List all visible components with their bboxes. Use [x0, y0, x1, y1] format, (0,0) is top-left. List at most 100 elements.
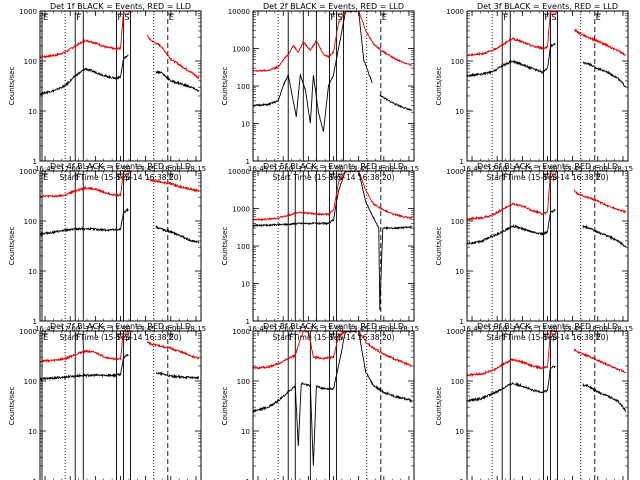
- y-tick-label: 1000: [19, 328, 37, 336]
- y-axis-label: Counts/sec: [8, 227, 16, 266]
- event-marker-label: F: [76, 13, 81, 22]
- event-marker-label: E: [169, 13, 174, 22]
- chart-title: Det 6f BLACK = Events, RED = LLD: [477, 162, 618, 171]
- x-tick-label: 17:15: [85, 165, 105, 173]
- event-marker-label: E: [382, 13, 387, 22]
- event-marker-label: E: [596, 13, 601, 22]
- y-axis-label: Counts/sec: [221, 227, 229, 266]
- x-tick-label: 16:45: [35, 165, 55, 173]
- event-marker-label: S: [338, 173, 343, 182]
- x-axis-label: Start Time (15-Sep-14 16:38:20): [273, 333, 395, 342]
- x-tick-labels: 16:45 17:00 17:15 17:30 17:45 18:00 18:15: [35, 325, 206, 333]
- y-tick-label: 10: [28, 268, 37, 276]
- plot-frame: [252, 10, 415, 162]
- event-marker-label: F: [76, 173, 81, 182]
- x-axis-label: Start Time (15-Sep-14 16:38:20): [60, 173, 182, 182]
- event-marker-label: S: [552, 173, 557, 182]
- event-marker-label: E: [43, 173, 48, 182]
- chart-panel-2: Det 2f BLACK = Events, RED = LLD 1 10 100 10…: [221, 2, 419, 182]
- y-tick-label: 100: [451, 378, 464, 386]
- event-marker-label: S: [338, 333, 343, 342]
- y-tick-label: 100: [24, 378, 37, 386]
- event-marker-label: F: [117, 333, 122, 342]
- event-marker-label: E: [169, 333, 174, 342]
- plot-frame: [252, 170, 415, 322]
- plot-frame: [252, 330, 415, 480]
- event-marker-label: E: [596, 173, 601, 182]
- y-tick-labels: 1 10 100 1000: [19, 328, 37, 480]
- event-rate-line: [467, 42, 556, 78]
- chart-panel-9: Det 9f BLACK = Events, RED = LLD 1 10 100 10…: [435, 322, 629, 480]
- event-rate-line: [467, 208, 556, 245]
- y-tick-label: 1: [33, 318, 37, 326]
- y-tick-label: 10: [28, 108, 37, 116]
- lld-rate-line: [573, 348, 627, 374]
- event-marker-label: E: [43, 333, 48, 342]
- plot-frame: [39, 330, 202, 480]
- chart-title: Det 7f BLACK = Events, RED = LLD: [50, 322, 191, 331]
- y-tick-labels: 1 10 100 1000: [446, 328, 464, 480]
- event-marker-label: F: [503, 173, 508, 182]
- lld-rate-line: [40, 11, 133, 59]
- x-tick-label: 18:15: [399, 325, 419, 333]
- x-tick-label: 17:00: [60, 165, 80, 173]
- lld-rate-line: [467, 171, 560, 221]
- x-tick-label: 17:30: [110, 165, 130, 173]
- y-axis-label: Counts/sec: [8, 387, 16, 426]
- x-axis-label: Start Time (15-Sep-14 16:38:20): [273, 173, 395, 182]
- x-tick-label: 17:00: [487, 325, 507, 333]
- x-tick-label: 17:30: [323, 325, 343, 333]
- event-marker-label: F: [289, 333, 294, 342]
- event-rate-line: [40, 207, 129, 237]
- event-marker-label: F: [544, 333, 549, 342]
- y-tick-labels: 1 10 100 1000: [232, 328, 250, 480]
- y-tick-label: 10: [455, 108, 464, 116]
- x-tick-label: 17:00: [60, 325, 80, 333]
- lld-rate-line: [40, 171, 133, 199]
- x-tick-label: 17:00: [273, 165, 293, 173]
- y-tick-label: 1: [246, 478, 250, 480]
- event-rate-line: [40, 54, 129, 96]
- y-tick-label: 100: [24, 58, 37, 66]
- lld-rate-line: [146, 340, 200, 360]
- x-tick-label: 17:45: [349, 165, 369, 173]
- y-tick-label: 1: [33, 478, 37, 480]
- lld-rate-line: [253, 11, 413, 73]
- chart-panel-1: Det 1f BLACK = Events, RED = LLD 1 10 100 10…: [8, 2, 206, 182]
- event-rate-line: [253, 11, 373, 132]
- event-marker-label: F: [76, 333, 81, 342]
- x-tick-label: 18:15: [613, 325, 633, 333]
- lld-rate-line: [146, 34, 200, 80]
- y-tick-labels: 1 10 100 1000 10000: [228, 8, 250, 166]
- x-tick-label: 17:30: [323, 165, 343, 173]
- x-tick-label: 17:15: [512, 325, 532, 333]
- x-tick-label: 16:45: [35, 325, 55, 333]
- x-tick-label: 16:45: [462, 165, 482, 173]
- lld-rate-line: [573, 28, 626, 56]
- y-axis-label: Counts/sec: [8, 67, 16, 106]
- x-tick-label: 18:00: [588, 165, 608, 173]
- event-marker-label: E: [43, 13, 48, 22]
- x-tick-label: 16:45: [462, 325, 482, 333]
- y-tick-label: 1: [460, 318, 464, 326]
- x-tick-label: 16:45: [248, 165, 268, 173]
- chart-title: Det 2f BLACK = Events, RED = LLD: [263, 2, 404, 11]
- event-marker-label: E: [596, 333, 601, 342]
- x-tick-label: 17:45: [136, 165, 156, 173]
- lld-rate-line: [253, 331, 413, 371]
- event-marker-label: S: [338, 13, 343, 22]
- x-tick-labels: 16:45 17:00 17:15 17:30 17:45 18:00 18:15: [35, 165, 206, 173]
- y-tick-label: 100: [451, 218, 464, 226]
- event-rate-line: [40, 353, 129, 382]
- y-axis-label: Counts/sec: [221, 67, 229, 106]
- event-rate-line: [582, 382, 627, 413]
- y-tick-label: 1: [460, 478, 464, 480]
- x-axis-label: Start Time (15-Sep-14 16:38:20): [487, 173, 609, 182]
- event-marker-label: F: [117, 13, 122, 22]
- event-rate-line: [155, 224, 200, 244]
